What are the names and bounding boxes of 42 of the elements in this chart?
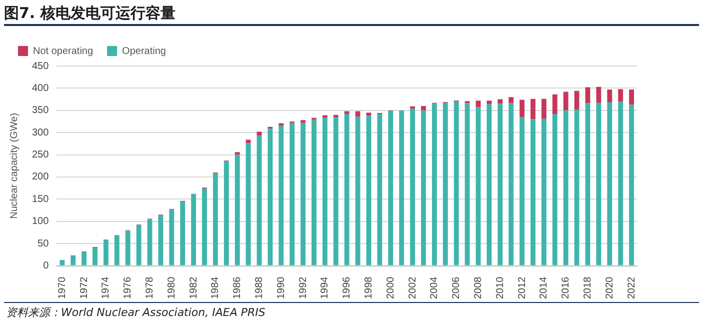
- x-tick-label: 1988: [254, 276, 265, 300]
- y-tick-label: 400: [32, 82, 50, 94]
- y-tick-label: 350: [32, 105, 50, 116]
- y-axis-title: Nuclear capacity (GWe): [8, 112, 20, 219]
- x-tick-label: 2010: [494, 276, 506, 300]
- x-tick-label: 1970: [56, 276, 68, 300]
- y-tick-label: 0: [43, 260, 50, 272]
- x-tick-label: 2006: [451, 276, 462, 300]
- y-tick-label: 150: [32, 194, 50, 205]
- x-tick-label: 1986: [232, 276, 244, 300]
- y-tick-label: 100: [32, 216, 50, 228]
- x-tick-label: 2002: [407, 276, 418, 300]
- x-tick-label: 1978: [144, 276, 156, 300]
- x-tick-label: 2000: [385, 276, 396, 300]
- x-tick-label: 2016: [560, 276, 572, 300]
- x-tick-label: 2018: [582, 276, 594, 300]
- text: 资料来源：World Nuclear Association, IAEA PRIS: [5, 305, 266, 320]
- y-tick-label: 250: [32, 150, 50, 161]
- x-tick-label: 2020: [604, 276, 616, 300]
- chart-title: 图7. 核电发电可运行容量: [3, 3, 176, 24]
- x-tick-label: 2022: [626, 276, 638, 300]
- legend-label: Operating: [122, 46, 166, 57]
- x-tick-label: 2014: [538, 276, 550, 300]
- y-tick-label: 50: [38, 238, 50, 250]
- x-tick-label: 1992: [298, 276, 309, 300]
- x-tick-label: 1982: [188, 276, 200, 300]
- x-tick-label: 1974: [100, 276, 112, 300]
- y-tick-label: 450: [32, 60, 50, 72]
- x-tick-label: 1998: [363, 276, 374, 300]
- x-tick-label: 2004: [429, 276, 440, 300]
- x-tick-label: 1990: [276, 276, 287, 300]
- x-tick-label: 2012: [516, 276, 528, 300]
- x-tick-label: 1994: [320, 276, 331, 300]
- x-tick-label: 1996: [342, 276, 353, 300]
- legend-label: Not operating: [33, 46, 94, 57]
- y-tick-label: 300: [32, 127, 50, 138]
- x-tick-label: 1984: [210, 276, 222, 300]
- x-tick-label: 2008: [472, 276, 484, 300]
- y-tick-label: 200: [32, 172, 50, 183]
- x-tick-label: 1980: [166, 276, 178, 300]
- x-tick-label: 1976: [122, 276, 134, 300]
- x-tick-label: 1972: [78, 276, 90, 300]
